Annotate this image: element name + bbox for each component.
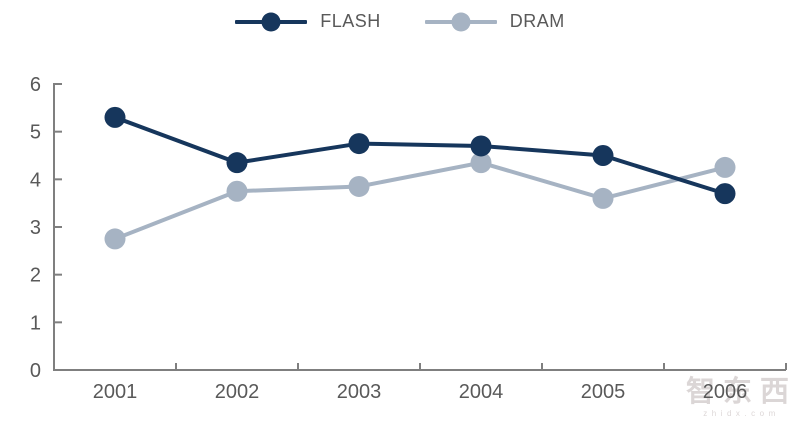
data-point-dram-2005: [592, 187, 614, 209]
x-tick-label: 2002: [215, 381, 260, 403]
series-line-flash: [114, 115, 726, 196]
legend: FLASH DRAM: [0, 11, 800, 32]
data-point-dram-2003: [348, 175, 370, 197]
x-tick-label: 2006: [703, 381, 748, 403]
legend-label-flash: FLASH: [320, 11, 381, 31]
data-point-flash-2006: [714, 183, 736, 205]
legend-label-dram: DRAM: [509, 11, 565, 31]
legend-dot-icon: [451, 12, 471, 31]
y-tick-label: 4: [30, 169, 41, 191]
data-point-flash-2003: [348, 133, 370, 155]
data-point-flash-2004: [470, 135, 492, 157]
data-point-flash-2001: [104, 106, 126, 128]
y-tick-label: 5: [30, 122, 41, 144]
x-tick-label: 2004: [459, 381, 504, 403]
data-point-dram-2006: [714, 156, 736, 178]
legend-line-marker-flash: [235, 12, 308, 31]
watermark: 智东西 zhidx.com: [686, 378, 797, 418]
legend-item-dram: DRAM: [424, 11, 565, 32]
data-point-dram-2001: [104, 228, 126, 250]
y-tick-label: 1: [30, 312, 41, 334]
legend-dot-icon: [261, 12, 281, 31]
data-point-flash-2002: [226, 152, 248, 174]
data-point-dram-2002: [226, 180, 248, 202]
y-tick-label: 0: [30, 360, 41, 382]
x-tick-label: 2003: [337, 381, 382, 403]
watermark-text: 智东西: [685, 376, 797, 408]
legend-line-marker-dram: [424, 12, 497, 31]
data-point-dram-2004: [470, 152, 492, 174]
legend-item-flash: FLASH: [235, 11, 381, 32]
x-tick-label: 2001: [93, 381, 138, 403]
y-tick-label: 6: [30, 74, 41, 96]
y-tick-label: 3: [30, 217, 41, 239]
y-tick-label: 2: [30, 265, 41, 287]
series-line-dram: [114, 160, 726, 241]
watermark-subtext: zhidx.com: [703, 409, 780, 418]
data-point-flash-2005: [592, 145, 614, 166]
x-tick-label: 2005: [581, 381, 626, 403]
